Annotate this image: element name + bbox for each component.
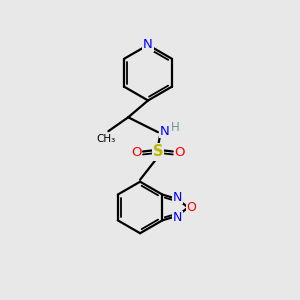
Text: O: O — [186, 201, 196, 214]
Text: S: S — [153, 145, 163, 160]
Text: CH₃: CH₃ — [97, 134, 116, 144]
Text: N: N — [172, 190, 182, 204]
Text: N: N — [160, 125, 170, 138]
Text: N: N — [143, 38, 153, 52]
Text: O: O — [175, 146, 185, 160]
Text: H: H — [171, 121, 180, 134]
Text: N: N — [172, 212, 182, 224]
Text: O: O — [131, 146, 141, 160]
